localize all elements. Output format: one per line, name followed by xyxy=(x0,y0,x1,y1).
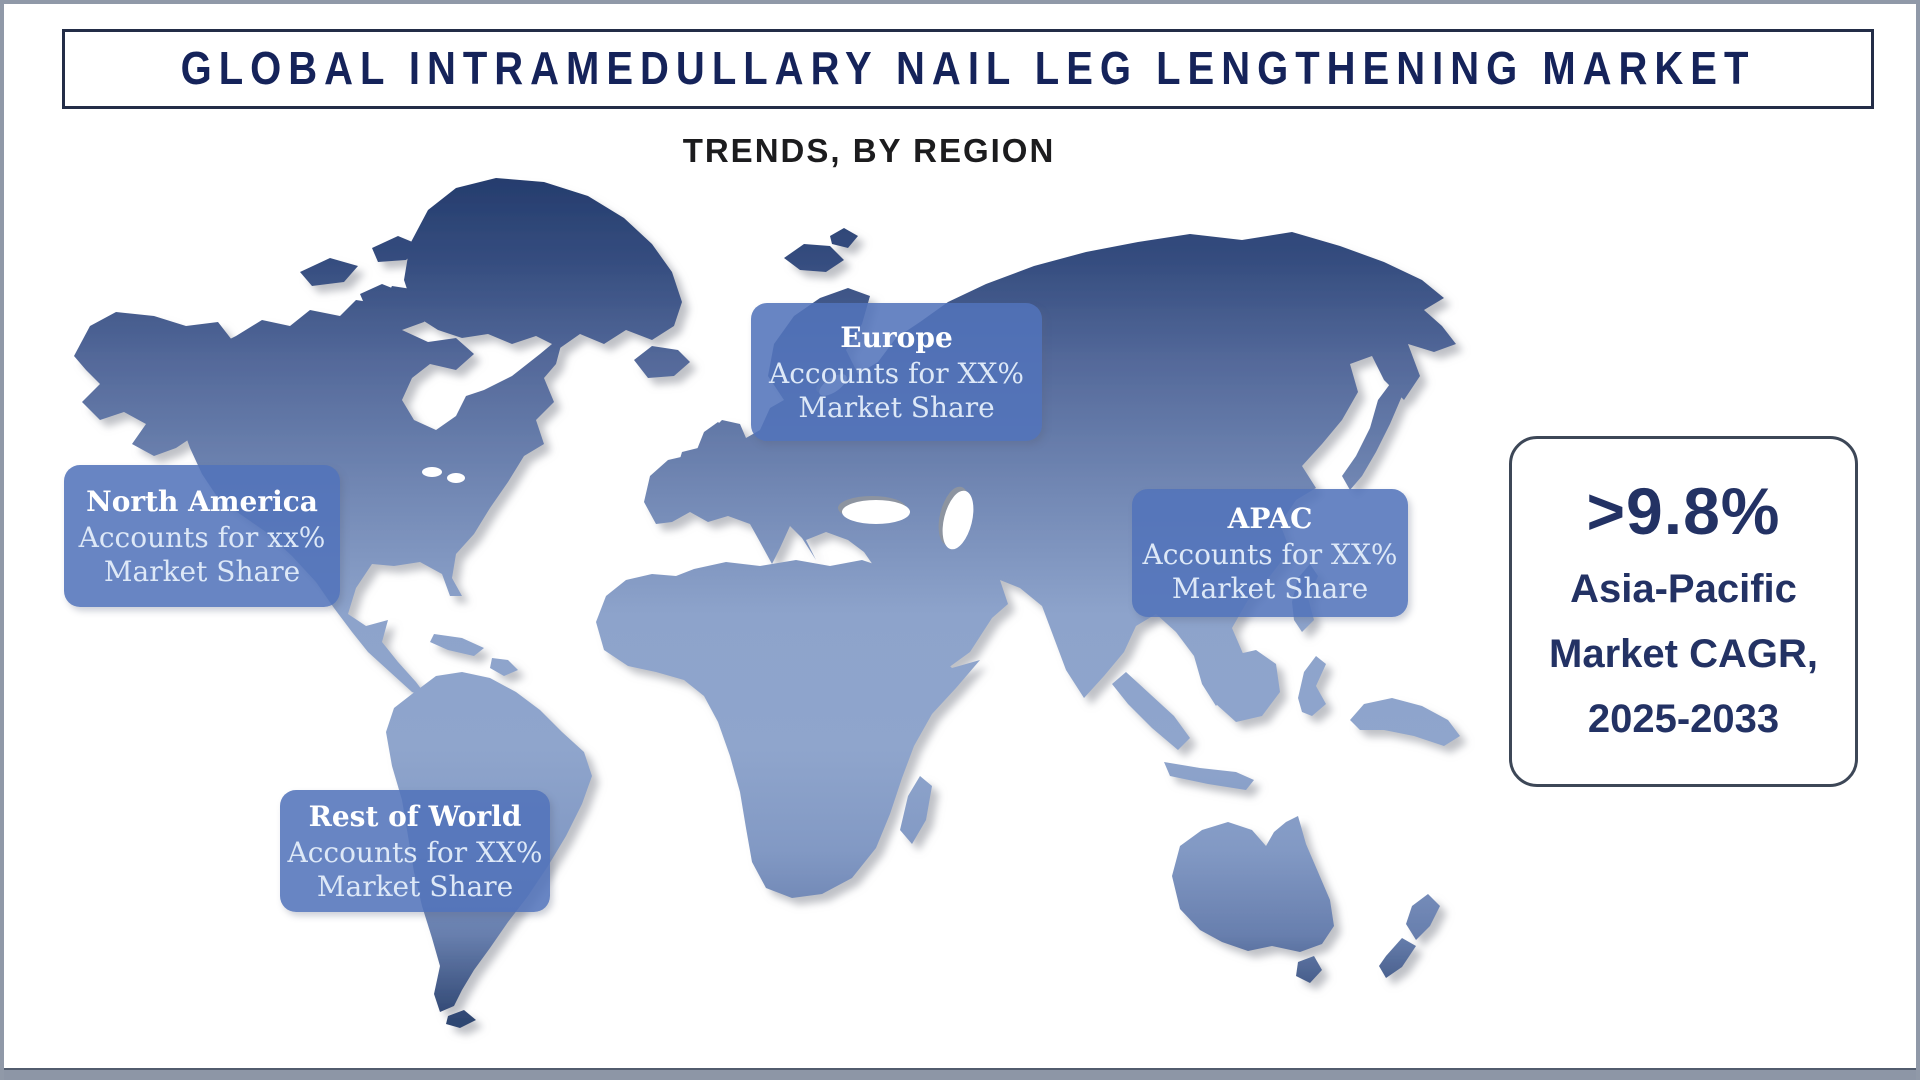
frame-bottom-border xyxy=(4,1068,1916,1080)
cagr-highlight-box: >9.8% Asia-Pacific Market CAGR, 2025-203… xyxy=(1509,436,1858,787)
cagr-value: >9.8% xyxy=(1586,474,1781,548)
africa-landmass xyxy=(596,560,980,898)
japan-landmass xyxy=(1342,384,1402,490)
callout-apac: APAC Accounts for XX% Market Share xyxy=(1132,489,1408,617)
cagr-label-line: 2025-2033 xyxy=(1587,697,1780,741)
australia-landmass xyxy=(1172,816,1334,952)
callout-share-line: Market Share xyxy=(1171,572,1369,605)
callout-region-title: Rest of World xyxy=(308,800,522,833)
callout-europe: Europe Accounts for XX% Market Share xyxy=(751,303,1042,441)
title-box: GLOBAL INTRAMEDULLARY NAIL LEG LENGTHENI… xyxy=(62,29,1874,109)
iceland-landmass xyxy=(634,346,690,378)
map-landmasses xyxy=(74,178,1460,1028)
callout-region-title: North America xyxy=(86,485,318,518)
callout-share-line: Market Share xyxy=(103,555,301,588)
callout-share-line: Market Share xyxy=(316,870,514,903)
page-title: GLOBAL INTRAMEDULLARY NAIL LEG LENGTHENI… xyxy=(180,43,1756,94)
callout-share-line: Accounts for XX% xyxy=(1142,538,1398,571)
sakhalin-landmass xyxy=(1346,320,1366,362)
new-zealand-islands xyxy=(1379,894,1440,978)
tasmania-landmass xyxy=(1296,956,1322,983)
united-kingdom-landmass xyxy=(696,422,732,484)
caribbean-islands xyxy=(430,634,518,676)
inland-seas xyxy=(422,371,974,550)
callout-region-title: Europe xyxy=(840,321,953,354)
world-map xyxy=(74,178,1460,1028)
greenland-landmass xyxy=(404,178,682,348)
north-america-landmass xyxy=(176,286,564,698)
cagr-label-line: Asia-Pacific xyxy=(1570,567,1797,611)
ireland-landmass xyxy=(676,448,702,478)
svalbard-islands xyxy=(784,228,858,272)
cagr-label-line: Market CAGR, xyxy=(1549,632,1818,676)
page-subtitle: TRENDS, BY REGION xyxy=(682,132,1056,169)
tierra-del-fuego-landmass xyxy=(446,1010,476,1028)
madagascar-landmass xyxy=(900,776,932,844)
callout-north-america: North America Accounts for xx% Market Sh… xyxy=(64,465,340,607)
callout-region-title: APAC xyxy=(1227,502,1313,535)
callout-share-line: Accounts for XX% xyxy=(768,357,1024,390)
callout-share-line: Accounts for xx% xyxy=(78,521,326,554)
callout-share-line: Accounts for XX% xyxy=(287,836,543,869)
callout-share-line: Market Share xyxy=(798,391,995,424)
callout-rest-of-world: Rest of World Accounts for XX% Market Sh… xyxy=(280,790,550,912)
